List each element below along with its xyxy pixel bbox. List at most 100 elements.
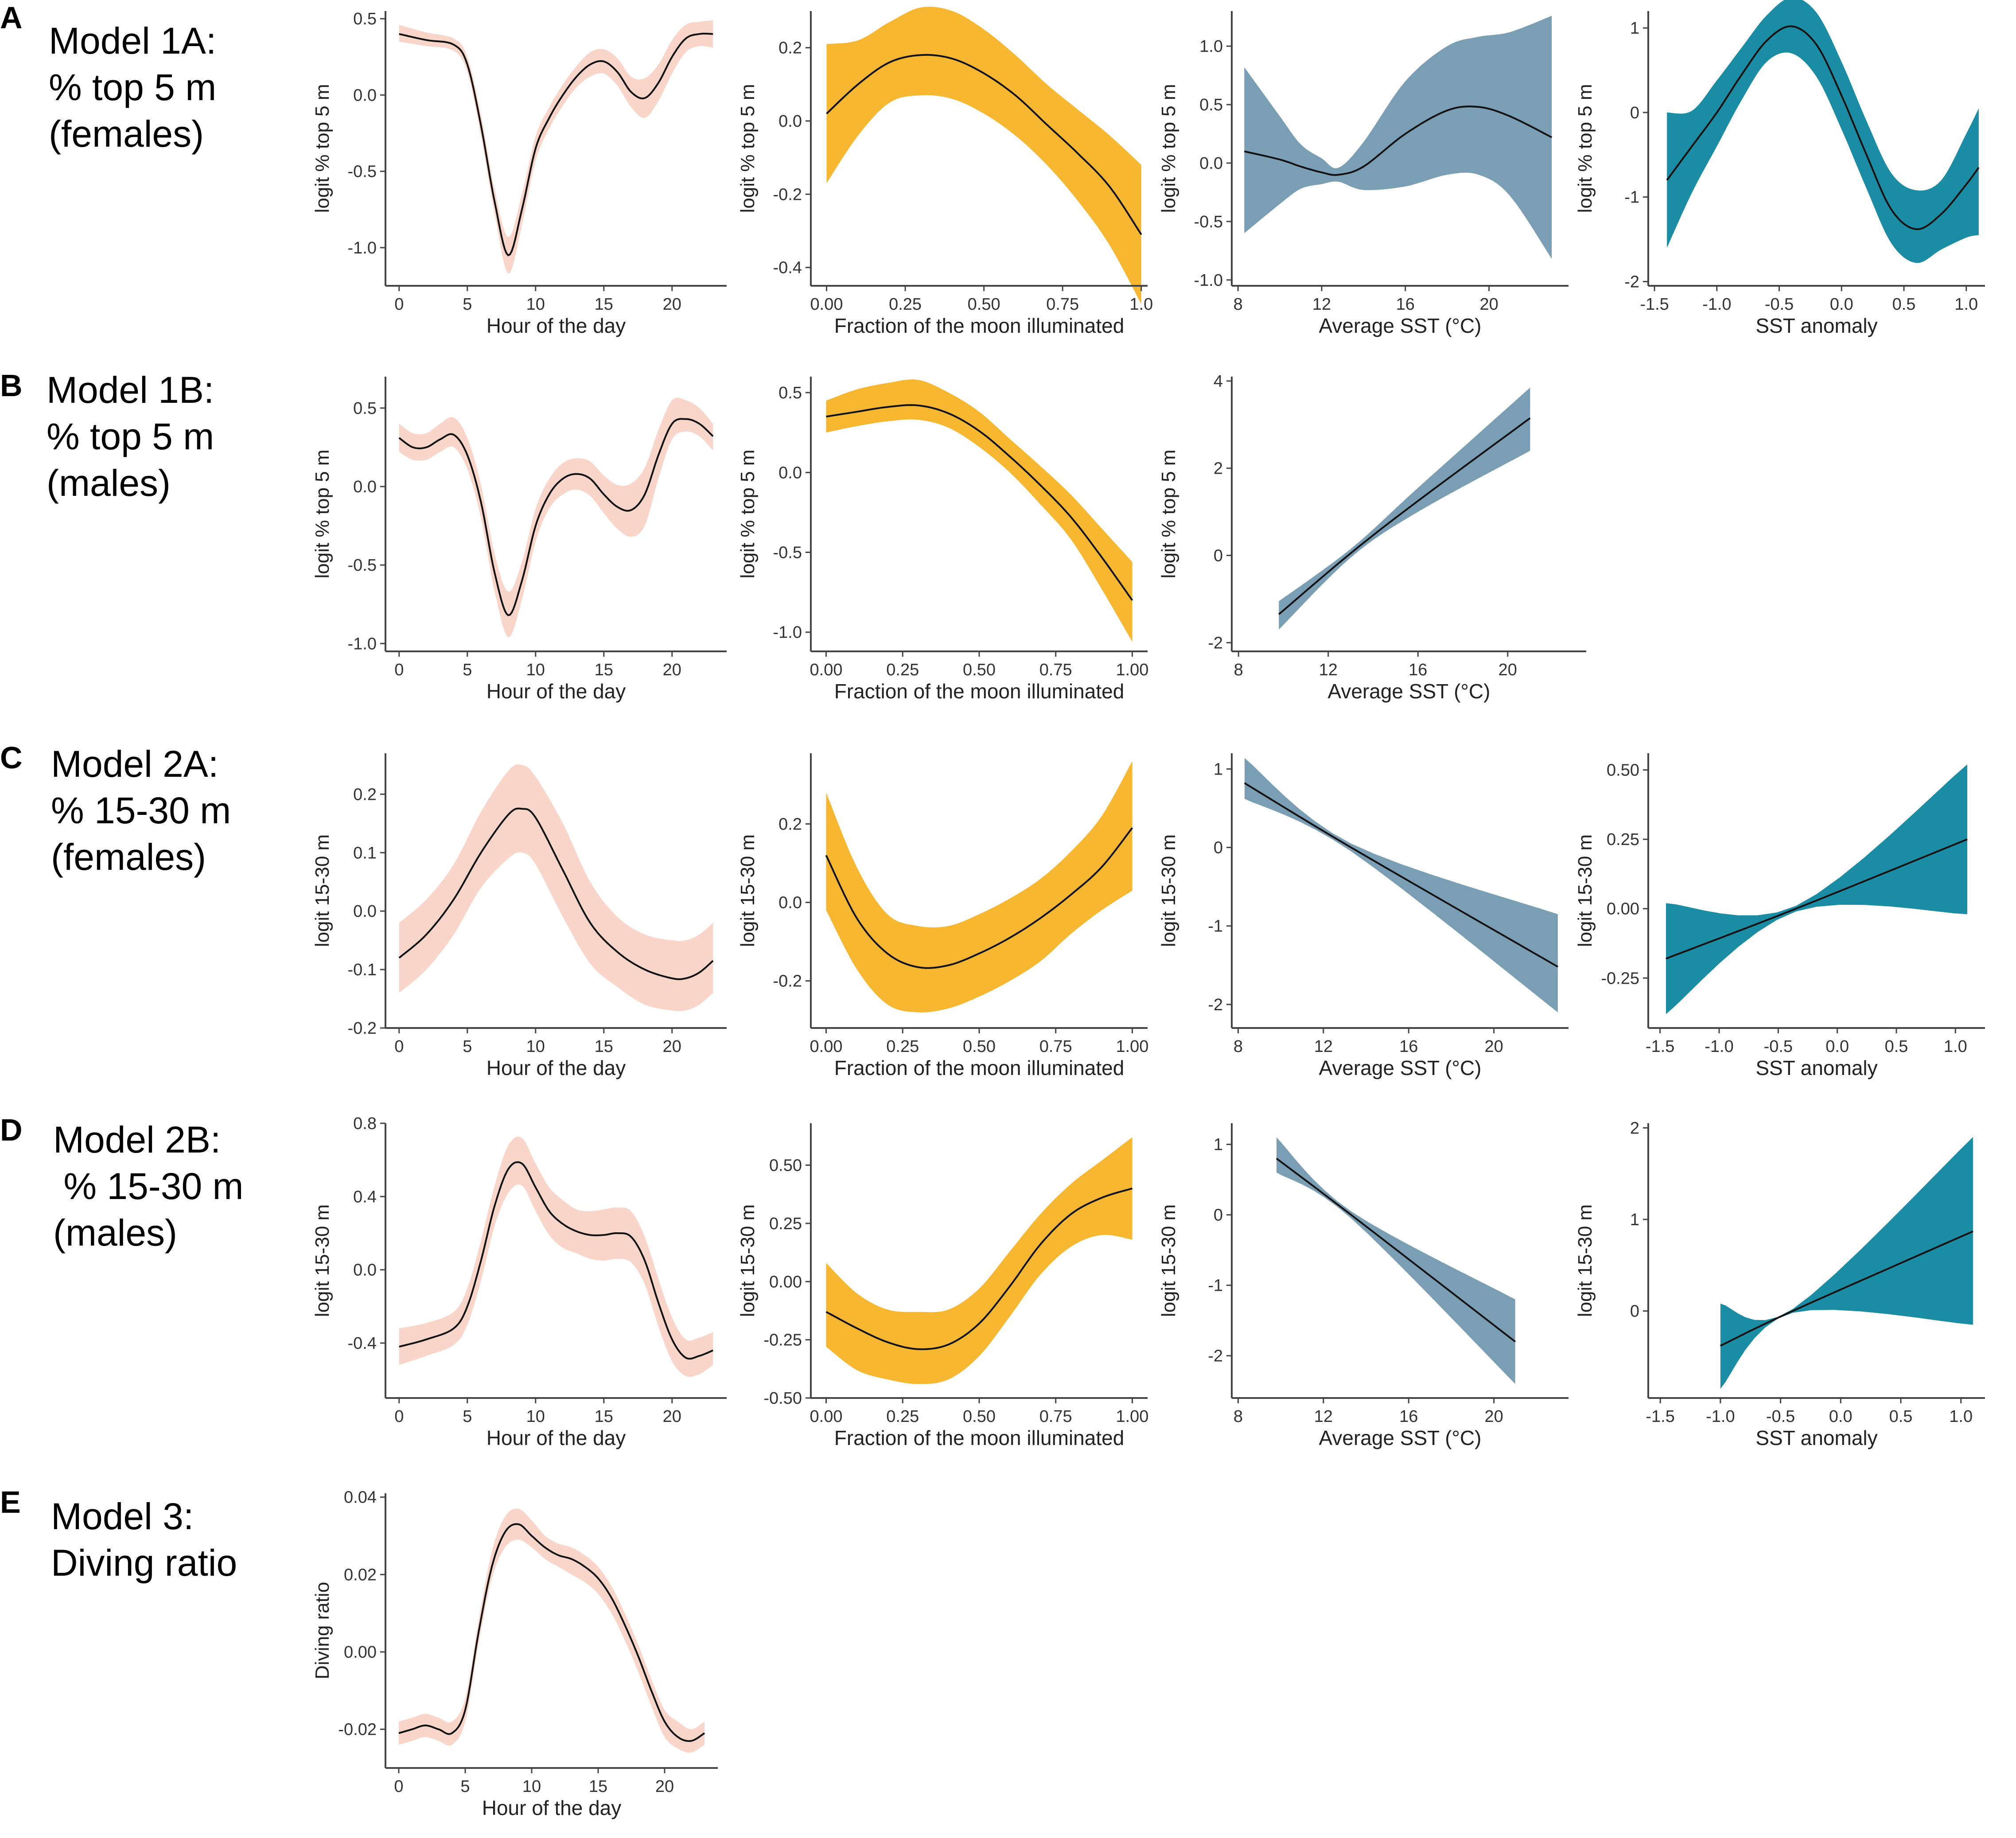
x-tick-label: 0.0 <box>1825 1037 1849 1056</box>
x-tick-label: -0.5 <box>1766 1407 1795 1426</box>
y-tick-label: -0.50 <box>763 1389 802 1408</box>
chart-panel-c3: 8 12 16 20 -2 -1 0 1 Average SST (°C) logit 15-30… <box>1158 753 1568 1079</box>
x-tick-label: 10 <box>526 1407 545 1426</box>
x-tick-label: 0.0 <box>1829 1407 1853 1426</box>
x-tick-label: 20 <box>1498 661 1517 679</box>
x-tick-label: 20 <box>1485 1037 1503 1056</box>
y-tick-label: -1 <box>1208 917 1223 936</box>
y-tick-label: 0.0 <box>778 894 802 912</box>
y-tick-label: -0.5 <box>1194 213 1223 231</box>
chart-panel-c1: 0 5 10 15 20 -0.2 -0.1 0.0 0.1 0.2 Hour of the day… <box>311 753 727 1079</box>
y-tick-label: 0.2 <box>778 39 802 58</box>
row-title-d: Model 2B: % 15-30 m (males) <box>53 1117 244 1256</box>
x-tick-label: -1.0 <box>1705 1037 1733 1056</box>
y-tick-label: -0.4 <box>773 259 802 277</box>
y-tick-label: 0.00 <box>344 1643 377 1662</box>
x-tick-label: 0.25 <box>886 661 919 679</box>
y-tick-label: -0.5 <box>773 544 802 562</box>
fit-line <box>398 807 714 980</box>
chart-panel-a1: 0 5 10 15 20 -1.0 -0.5 0.0 0.5 Hour of the day log… <box>311 10 727 337</box>
x-axis-label: Fraction of the moon illuminated <box>834 314 1125 337</box>
y-tick-label: -2 <box>1624 273 1639 291</box>
x-tick-label: 0.75 <box>1046 295 1079 314</box>
row-title-line: (males) <box>47 462 171 504</box>
x-tick-label: 1.0 <box>1944 1037 1967 1056</box>
row-title-e: Model 3: Diving ratio <box>51 1493 237 1586</box>
x-tick-label: 0.50 <box>963 661 996 679</box>
fit-line <box>826 404 1133 601</box>
row-title-line: % top 5 m <box>47 416 214 457</box>
y-tick-label: 0.02 <box>344 1565 377 1584</box>
confidence-band <box>826 1137 1133 1384</box>
y-tick-label: -1.0 <box>1194 271 1223 290</box>
y-tick-label: 0.0 <box>353 478 377 496</box>
y-axis-label: logit 15-30 m <box>311 834 333 947</box>
y-tick-label: -0.2 <box>773 185 802 204</box>
y-axis-label: logit 15-30 m <box>1158 834 1179 947</box>
x-tick-label: 1.00 <box>1116 1407 1148 1426</box>
x-axis-label: Hour of the day <box>482 1796 622 1819</box>
row-title-line: (males) <box>53 1212 178 1254</box>
y-tick-label: 0 <box>1214 1206 1223 1225</box>
x-tick-label: 8 <box>1234 295 1243 314</box>
confidence-band <box>826 7 1141 304</box>
x-axis-label: Hour of the day <box>486 1426 626 1449</box>
row-title-a: Model 1A: % top 5 m (females) <box>49 18 216 157</box>
y-tick-label: 0.5 <box>353 10 377 28</box>
y-tick-label: 4 <box>1214 372 1223 391</box>
x-tick-label: 20 <box>655 1777 674 1796</box>
y-tick-label: 0.8 <box>353 1114 377 1133</box>
x-axis-label: SST anomaly <box>1755 314 1877 337</box>
row-letter-d: D <box>0 1113 23 1147</box>
x-tick-label: -0.5 <box>1764 1037 1793 1056</box>
x-axis-label: Average SST (°C) <box>1319 1426 1482 1449</box>
x-tick-label: 0.75 <box>1039 661 1072 679</box>
x-tick-label: 5 <box>463 1037 472 1056</box>
chart-panel-e1: 0 5 10 15 20 -0.02 0.00 0.02 0.04 Hour of the day… <box>311 1488 718 1819</box>
confidence-band <box>399 764 713 1012</box>
confidence-band <box>1667 0 1979 263</box>
x-tick-label: 0 <box>394 295 404 314</box>
x-tick-label: 0.0 <box>1830 295 1853 314</box>
y-axis-label: logit 15-30 m <box>1158 1204 1179 1317</box>
fit-line <box>825 1188 1133 1350</box>
y-tick-label: 0.0 <box>778 112 802 131</box>
x-tick-label: 0.25 <box>886 1037 919 1056</box>
y-axis-label: logit % top 5 m <box>1158 84 1179 213</box>
x-tick-label: 10 <box>526 1037 545 1056</box>
y-tick-label: -0.4 <box>348 1334 377 1353</box>
y-tick-label: 1 <box>1214 760 1223 779</box>
confidence-band <box>399 1137 713 1377</box>
x-tick-label: 0.00 <box>810 1037 843 1056</box>
y-tick-label: 0.2 <box>353 785 377 804</box>
x-axis-label: Hour of the day <box>486 680 626 703</box>
y-axis-label: logit % top 5 m <box>737 84 759 213</box>
y-tick-label: -1 <box>1624 188 1639 207</box>
chart-panel-b1: 0 5 10 15 20 -1.0 -0.5 0.0 0.5 Hour of the day log… <box>311 377 727 703</box>
x-tick-label: 8 <box>1234 1037 1243 1056</box>
x-tick-label: 0.00 <box>810 295 843 314</box>
x-axis-label: SST anomaly <box>1755 1426 1877 1449</box>
chart-panel-d2: 0.00 0.25 0.50 0.75 1.00 -0.50 -0.25 0.00 0.25 0.… <box>737 1123 1148 1449</box>
row-title-line: Model 1B: <box>47 369 214 411</box>
x-tick-label: 5 <box>463 295 472 314</box>
x-axis-label: Average SST (°C) <box>1328 680 1491 703</box>
x-axis-label: Fraction of the moon illuminated <box>834 1426 1125 1449</box>
x-tick-label: 0.5 <box>1889 1407 1913 1426</box>
x-axis-label: Hour of the day <box>486 1056 626 1079</box>
x-tick-label: -1.5 <box>1640 295 1669 314</box>
chart-panel-a4: -1.5 -1.0 -0.5 0.0 0.5 1.0 -2 -1 0 1 SST anomaly lo… <box>1574 0 1985 337</box>
x-axis-label: Average SST (°C) <box>1319 1056 1482 1079</box>
x-tick-label: 1.0 <box>1954 295 1978 314</box>
x-tick-label: 0.50 <box>963 1037 996 1056</box>
fit-line <box>1276 1157 1516 1343</box>
y-tick-label: -1.0 <box>348 635 377 653</box>
row-title-line: (females) <box>49 113 204 155</box>
x-tick-label: 20 <box>663 295 681 314</box>
y-tick-label: -0.5 <box>348 556 377 575</box>
x-tick-label: 0.25 <box>886 1407 919 1426</box>
x-tick-label: 0.5 <box>1885 1037 1908 1056</box>
x-tick-label: 12 <box>1319 661 1338 679</box>
